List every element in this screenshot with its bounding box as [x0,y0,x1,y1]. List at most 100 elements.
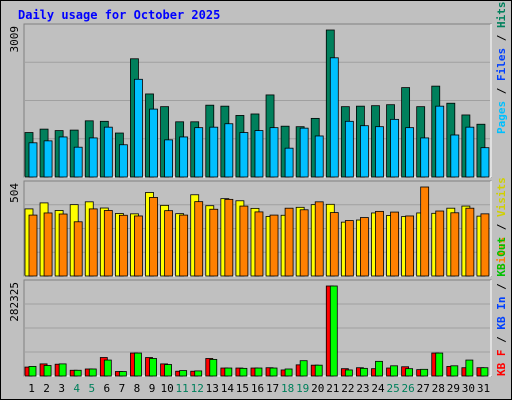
files-bar [43,140,53,178]
sites-bar [209,208,219,277]
files-bar [103,126,113,178]
kb-out-bar [194,370,203,377]
day-label: 8 [134,382,141,395]
sites-bar [28,214,38,277]
kb-out-bar [269,367,278,377]
kb-out-bar [254,367,263,377]
files-bar [465,126,475,178]
kb-out-bar [299,360,308,377]
sites-bar [164,210,173,277]
sites-bar [239,205,249,277]
sites-bar [269,214,279,277]
kb-out-bar [58,363,67,377]
day-label: 20 [311,382,324,395]
visits-sites-legend-part: / [495,217,508,237]
files-bar [360,125,369,178]
day-label: 15 [236,382,249,395]
kbytes-legend-part: / [495,330,508,350]
day-label: 5 [88,382,95,395]
files-bar [194,127,204,178]
hits-files-pages-legend-part: / [495,28,508,48]
day-label: 9 [149,382,156,395]
files-bar [299,127,309,178]
day-label: 31 [477,382,490,395]
files-bar [239,132,249,178]
kb-out-bar [164,364,172,377]
day-label: 10 [160,382,173,395]
files-bar [375,126,384,178]
day-label: 1 [28,382,35,395]
day-label: 26 [402,382,415,395]
files-bar [164,139,173,178]
sites-bar [58,213,68,277]
day-label: 22 [341,382,354,395]
kbytes-legend: KB F / KB In / KB Out [495,237,508,376]
files-bar [134,78,143,178]
sites-bar [73,221,83,277]
kb-out-bar [344,369,353,377]
kb-out-bar [284,368,293,377]
files-bar [269,127,279,178]
day-label: 18 [281,382,294,395]
files-bar [209,126,219,178]
sites-bar [390,211,399,277]
day-label: 6 [104,382,111,395]
sites-bar [480,213,490,277]
sites-bar [360,217,369,277]
day-label: 28 [432,382,445,395]
sites-bar [43,212,53,277]
kb-out-bar [209,359,218,377]
hits-files-pages-legend-part: / [495,81,508,101]
kb-out-bar [239,367,248,377]
files-bar [254,130,264,178]
kb-out-bar [360,367,368,377]
day-label: 25 [386,382,399,395]
sites-bar [450,212,460,277]
day-label: 13 [206,382,219,395]
sites-bar [134,215,143,277]
hits-files-pages-legend-part: Hits [495,2,508,29]
day-label: 2 [43,382,50,395]
files-bar [284,147,294,178]
day-label: 12 [191,382,204,395]
chart-title: Daily usage for October 2025 [18,8,220,22]
files-bar [58,136,68,178]
day-label: 23 [356,382,369,395]
sites-bar [284,207,294,277]
kb-out-bar [43,365,52,377]
day-label: 21 [326,382,339,395]
kb-out-bar [375,360,383,377]
kb-out-bar [134,352,142,377]
hits-files-pages-legend-part: Pages [495,101,508,134]
visits-panel-max-label: 504 [8,183,21,203]
sites-bar [314,201,324,277]
files-bar [118,144,128,178]
files-bar [480,147,490,178]
kb-out-bar [28,366,37,377]
sites-bar [254,211,264,277]
sites-bar [420,186,430,277]
day-label: 4 [73,382,80,395]
day-label: 30 [462,382,475,395]
sites-bar [179,214,189,277]
visits-sites-legend: Sites / Visits [495,177,508,270]
day-label: 11 [176,382,189,395]
files-bar [435,105,445,178]
sites-bar [224,198,234,277]
files-bar [73,146,83,178]
kb-out-bar [420,368,429,377]
day-label: 16 [251,382,264,395]
kb-out-bar [179,370,188,377]
files-bar [224,123,234,178]
kb-out-bar [405,368,414,377]
files-bar [314,135,324,178]
files-bar [344,120,354,178]
hits-files-pages-legend-part: Files [495,48,508,81]
day-label: 14 [221,382,235,395]
sites-bar [375,210,384,277]
sites-bar [435,210,445,277]
kbytes-legend-part: KB In [495,297,508,330]
sites-bar [194,201,204,277]
kb-out-bar [465,359,474,377]
files-bar [420,137,430,178]
